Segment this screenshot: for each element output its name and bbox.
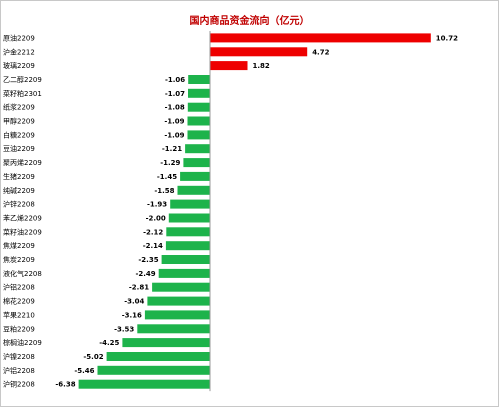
value-label: -3.53	[114, 325, 134, 333]
bar-23	[106, 352, 210, 361]
value-label: -2.49	[136, 270, 156, 278]
bar-10	[180, 171, 210, 181]
bar-11	[177, 185, 210, 195]
value-label: -2.00	[146, 215, 166, 223]
category-label: 苹果2210	[3, 310, 35, 319]
category-label: 生猪2209	[3, 172, 35, 181]
bar-17	[158, 268, 210, 278]
category-label: 白糖2209	[3, 130, 35, 139]
value-label: -1.09	[164, 118, 184, 126]
category-label: 聚丙烯2209	[3, 158, 42, 167]
value-label: -1.07	[165, 90, 185, 98]
category-label: 纸浆2209	[3, 103, 35, 112]
category-label: 棉花2209	[3, 297, 35, 306]
category-label: 乙二醇2209	[3, 75, 42, 84]
bar-2	[210, 61, 248, 71]
bar-22	[122, 338, 210, 348]
category-label: 玻璃2209	[3, 61, 35, 70]
bar-9	[183, 158, 210, 168]
value-label: -2.81	[129, 284, 149, 292]
bar-18	[152, 282, 210, 292]
bar-3	[188, 75, 210, 84]
category-label: 沪铝2208	[3, 283, 35, 292]
bar-19	[147, 296, 210, 306]
value-label: -6.38	[55, 381, 75, 389]
value-label: -2.12	[143, 228, 163, 236]
value-label: -3.16	[122, 311, 142, 319]
bar-7	[187, 130, 210, 140]
bar-13	[168, 213, 210, 223]
value-label: -2.35	[138, 256, 158, 264]
bar-15	[165, 241, 210, 251]
bar-21	[137, 324, 210, 334]
bar-24	[97, 365, 210, 375]
category-label: 焦炭2209	[3, 255, 35, 264]
value-label: -1.93	[147, 201, 167, 209]
bar-20	[144, 310, 210, 320]
category-label: 豆油2209	[3, 144, 35, 153]
category-label: 液化气2208	[3, 269, 42, 278]
category-label: 原油2209	[3, 33, 35, 42]
value-label: -4.25	[99, 339, 119, 347]
value-label: -5.02	[83, 353, 103, 361]
value-label: -1.09	[164, 131, 184, 139]
bar-8	[185, 144, 210, 154]
value-label: -1.06	[165, 76, 185, 84]
category-label: 沪镍2208	[3, 352, 35, 361]
value-label: -1.58	[154, 187, 174, 195]
bar-0	[210, 33, 431, 43]
bar-12	[170, 199, 210, 209]
value-label: -3.04	[124, 298, 144, 306]
bar-14	[166, 227, 210, 237]
bar-6	[187, 116, 210, 126]
category-label: 豆粕2209	[3, 324, 35, 333]
value-label: -2.14	[143, 242, 163, 250]
chart-title: 国内商品资金流向（亿元）	[189, 16, 310, 27]
value-label: 1.82	[253, 62, 270, 70]
category-label: 苯乙烯2209	[3, 214, 42, 223]
category-label: 纯碱2209	[3, 186, 35, 195]
bar-25	[78, 379, 210, 389]
category-label: 菜籽油2209	[3, 227, 42, 236]
value-label: -1.21	[162, 145, 182, 153]
category-label: 沪金2212	[3, 47, 35, 56]
value-label: -1.45	[157, 173, 177, 181]
category-label: 棕榈油2209	[3, 338, 42, 347]
value-label: -1.08	[165, 104, 185, 112]
value-label: -5.46	[74, 367, 94, 375]
category-label: 沪铝2208	[3, 366, 35, 375]
value-label: -1.29	[160, 159, 180, 167]
category-label: 沪铜2208	[3, 380, 35, 389]
bar-4	[188, 88, 210, 98]
bar-16	[161, 255, 210, 264]
bar-1	[210, 47, 308, 57]
category-label: 菜籽粕2301	[3, 89, 42, 98]
bar-5	[187, 102, 210, 112]
value-label: 10.72	[436, 34, 458, 42]
category-label: 甲醇2209	[3, 117, 35, 126]
category-label: 焦煤2209	[3, 241, 35, 250]
value-label: 4.72	[312, 48, 329, 56]
category-label: 沪锌2208	[3, 200, 35, 209]
